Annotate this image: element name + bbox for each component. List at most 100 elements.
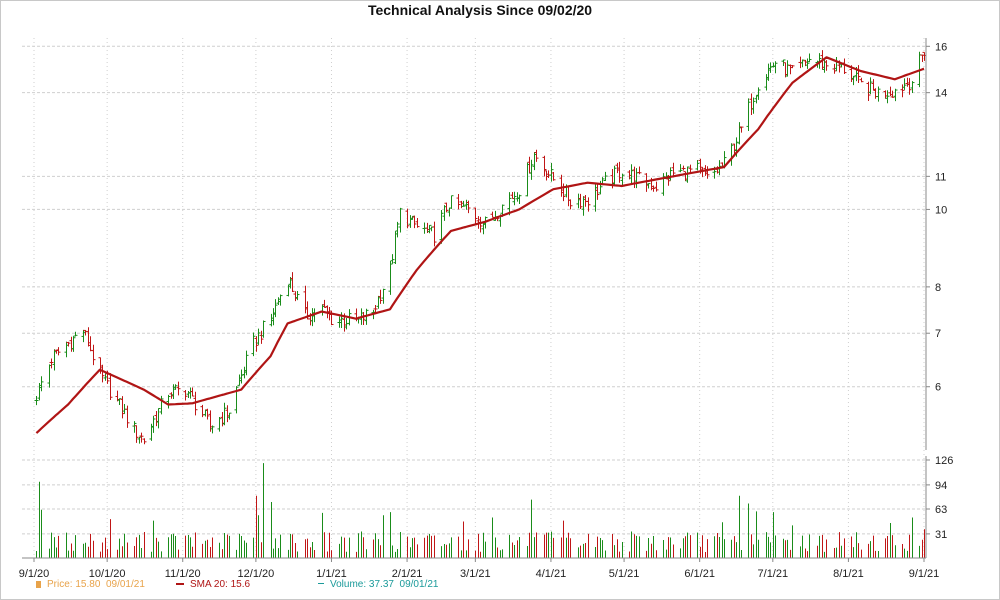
sma-20-line [35,56,925,434]
price-bar [766,63,771,81]
price-bar [695,159,700,171]
chart-title: Technical Analysis Since 09/02/20 [367,2,593,18]
price-bar [824,60,829,71]
price-bar [405,208,410,229]
price-bar [859,77,864,83]
price-bar [551,172,556,181]
price-bar [388,260,393,295]
price-bar [69,336,74,352]
date-tick-label: 2/1/21 [392,568,423,580]
price-bar [595,184,600,200]
sma-line [35,56,925,434]
price-bar [668,167,673,181]
legend-item-price: Price: 15.80 09/01/21 [36,579,145,590]
price-bar [705,166,710,179]
price-bar [100,364,105,383]
price-bar [464,199,469,210]
price-bar [34,396,39,406]
price-bar [139,432,144,443]
price-bar [81,329,86,343]
price-bar [269,313,274,327]
sma-swatch-icon [176,583,184,585]
price-bar [461,200,466,207]
price-tick-label: 11 [935,171,946,183]
price-bar [507,192,512,216]
price-bar [910,81,915,93]
price-bar [888,86,893,96]
date-tick-label: 6/1/21 [684,568,715,580]
price-bar [273,299,278,318]
price-bar [754,95,759,104]
price-tick-label: 10 [935,204,947,216]
price-bar [210,425,215,434]
price-bar [239,369,244,384]
price-bar [293,291,298,302]
price-bar [190,387,195,397]
price-bar [527,156,532,174]
price-bar [395,221,400,238]
price-bar [525,162,530,197]
date-tick-label: 10/1/20 [89,568,126,580]
price-bar [578,193,583,209]
price-bar [73,331,78,337]
price-bar [278,294,283,306]
price-bar [654,181,659,192]
price-bar [444,202,449,213]
date-tick-label: 1/1/21 [316,568,347,580]
price-bar [510,192,515,200]
volume-swatch-icon [318,583,324,584]
price-bar [893,88,898,102]
price-bar [227,412,232,420]
price-bar [71,336,76,352]
price-bar [681,165,686,171]
price-bar [768,62,773,73]
volume-tick-label: 126 [935,455,953,467]
price-bar [876,86,881,102]
date-tick-label: 5/1/21 [609,568,640,580]
price-bar [295,290,300,301]
price-bar [746,98,751,132]
volume-bars [36,463,925,558]
price-tick-label: 8 [935,282,941,294]
price-bar [868,77,873,95]
price-bar [783,62,788,78]
price-bar [186,390,191,398]
price-bar [542,155,547,177]
volume-tick-label: 31 [935,529,947,541]
price-bar [517,194,522,205]
price-bar [449,195,454,209]
price-bar [490,211,495,218]
price-bar [466,200,471,214]
price-bar [807,53,812,63]
price-bar [890,90,895,98]
price-bar [559,174,564,197]
price-bar [276,297,281,305]
price-bar [568,199,573,210]
price-bar [125,405,130,428]
legend-volume-value: 37.37 [368,579,394,590]
price-bar [398,207,403,233]
price-bar [159,395,164,415]
price-bar [381,288,386,304]
price-bar [549,163,554,182]
legend-price-date: 09/01/21 [105,579,145,590]
price-bar [456,194,461,210]
price-bar [222,402,227,426]
price-tick-label: 16 [935,41,947,53]
price-bar [166,394,171,409]
grid-lines [22,38,926,558]
price-bar [120,396,125,419]
price-bar [393,231,398,264]
price-bar [481,222,486,235]
price-bar [203,409,208,417]
price-bar [173,384,178,390]
price-bar [256,328,261,345]
price-bar [151,415,156,433]
price-bar [544,170,549,181]
volume-tick-label: 94 [935,480,947,492]
price-bar [629,164,634,185]
price-bar [205,408,210,420]
price-bar [805,58,810,69]
legend-sma-value: 15.6 [230,579,251,590]
